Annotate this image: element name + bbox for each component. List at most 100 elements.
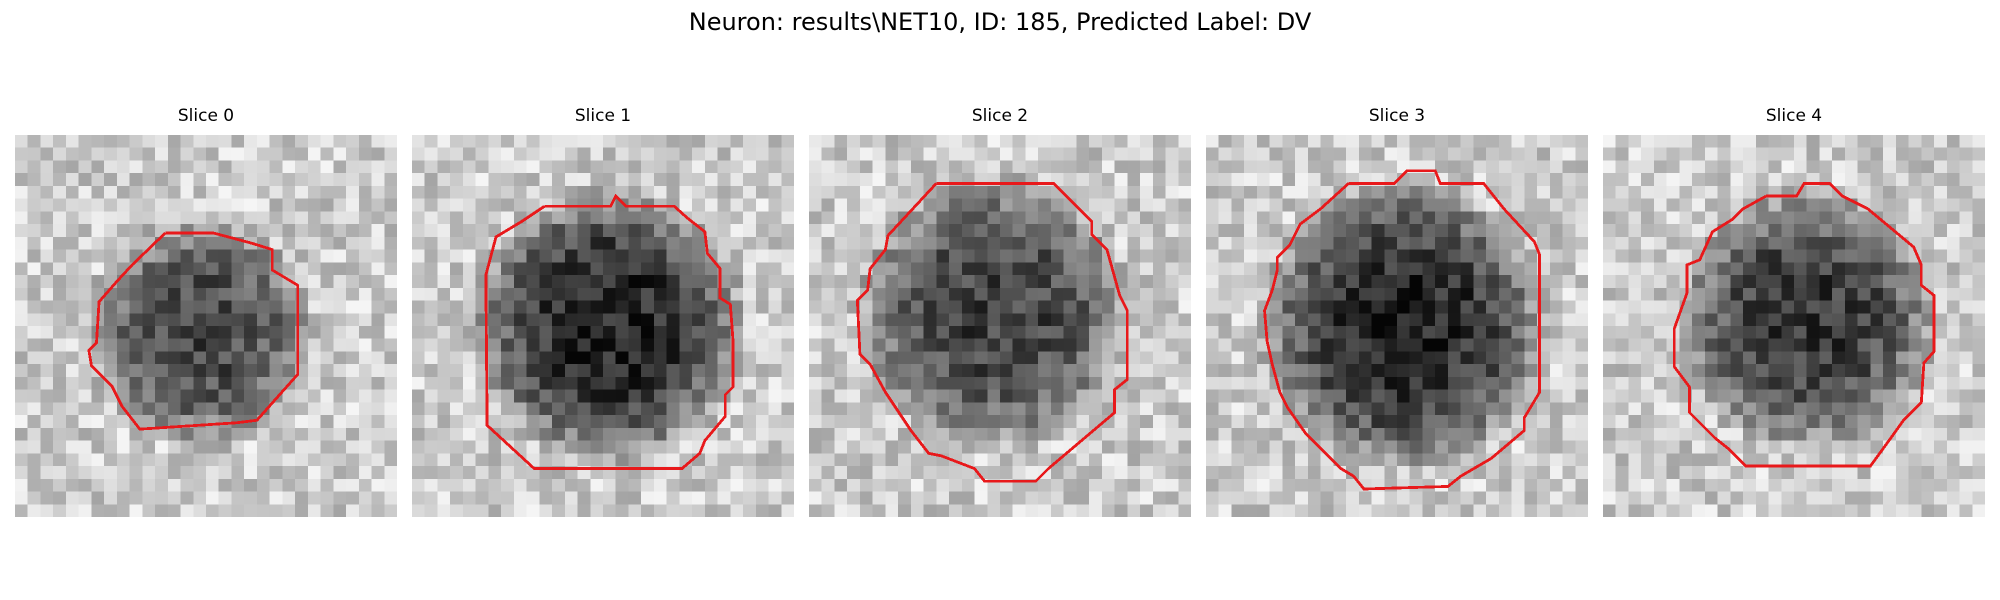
image-pixel	[910, 415, 924, 429]
image-pixel	[1384, 326, 1398, 339]
image-pixel	[412, 236, 425, 250]
image-pixel	[1498, 287, 1512, 301]
image-pixel	[282, 364, 296, 378]
image-pixel	[1603, 351, 1616, 365]
image-pixel	[1781, 300, 1795, 314]
image-pixel	[1959, 504, 1973, 517]
image-pixel	[1231, 249, 1245, 263]
image-pixel	[450, 275, 464, 289]
image-pixel	[1730, 313, 1744, 327]
image-pixel	[1025, 351, 1039, 365]
image-pixel	[65, 326, 79, 339]
image-pixel	[1972, 135, 1985, 148]
image-pixel	[590, 440, 604, 454]
image-pixel	[1794, 147, 1807, 161]
image-pixel	[768, 453, 782, 467]
image-pixel	[1549, 249, 1563, 263]
image-pixel	[1562, 376, 1576, 390]
image-pixel	[412, 224, 425, 238]
image-pixel	[641, 173, 655, 187]
image-pixel	[809, 364, 822, 378]
image-pixel	[1371, 198, 1385, 212]
image-pixel	[847, 440, 861, 454]
image-pixel	[526, 440, 540, 454]
image-pixel	[1486, 364, 1500, 378]
image-pixel	[1333, 402, 1347, 416]
image-pixel	[1178, 275, 1191, 289]
image-pixel	[78, 236, 92, 250]
image-pixel	[1870, 275, 1884, 289]
image-pixel	[371, 147, 385, 161]
image-pixel	[180, 351, 194, 365]
image-pixel	[1806, 440, 1820, 454]
image-pixel	[1486, 300, 1500, 314]
image-pixel	[885, 415, 899, 429]
image-pixel	[1730, 440, 1744, 454]
image-pixel	[1575, 249, 1588, 263]
image-pixel	[180, 453, 194, 467]
image-pixel	[859, 402, 873, 416]
image-pixel	[1781, 262, 1795, 276]
image-pixel	[1409, 275, 1423, 289]
image-pixel	[346, 415, 360, 429]
image-pixel	[1358, 389, 1372, 403]
image-pixel	[1320, 491, 1334, 505]
image-pixel	[809, 300, 822, 314]
image-pixel	[1704, 389, 1718, 403]
image-pixel	[65, 198, 79, 212]
image-pixel	[320, 478, 334, 492]
image-pixel	[155, 211, 169, 225]
image-pixel	[346, 402, 360, 416]
image-pixel	[1768, 427, 1782, 441]
image-pixel	[462, 275, 476, 289]
image-pixel	[590, 491, 604, 505]
image-pixel	[1307, 504, 1321, 517]
image-pixel	[743, 135, 757, 148]
image-pixel	[167, 211, 181, 225]
image-pixel	[1883, 427, 1897, 441]
image-pixel	[1114, 249, 1128, 263]
image-pixel	[1206, 478, 1219, 492]
image-pixel	[834, 376, 848, 390]
image-pixel	[1460, 427, 1474, 441]
image-pixel	[1012, 351, 1026, 365]
image-pixel	[1524, 135, 1538, 148]
image-pixel	[1025, 287, 1039, 301]
image-pixel	[1089, 173, 1103, 187]
image-pixel	[1486, 351, 1500, 365]
image-pixel	[552, 313, 566, 327]
image-pixel	[295, 376, 309, 390]
image-pixel	[1679, 249, 1693, 263]
image-pixel	[539, 236, 553, 250]
image-pixel	[91, 389, 105, 403]
image-pixel	[781, 262, 794, 276]
image-pixel	[282, 262, 296, 276]
image-pixel	[167, 313, 181, 327]
image-pixel	[1282, 364, 1296, 378]
image-pixel	[27, 287, 41, 301]
image-pixel	[155, 376, 169, 390]
image-pixel	[1384, 427, 1398, 441]
image-pixel	[1409, 313, 1423, 327]
image-pixel	[231, 491, 245, 505]
image-pixel	[412, 402, 425, 416]
image-pixel	[834, 338, 848, 352]
image-pixel	[1256, 160, 1270, 174]
image-pixel	[142, 440, 156, 454]
image-pixel	[1628, 275, 1642, 289]
image-pixel	[847, 389, 861, 403]
image-pixel	[1320, 173, 1334, 187]
image-pixel	[1460, 262, 1474, 276]
image-pixel	[462, 389, 476, 403]
image-pixel	[1895, 287, 1909, 301]
image-pixel	[1857, 466, 1871, 480]
image-pixel	[1972, 198, 1985, 212]
image-pixel	[1165, 300, 1179, 314]
image-pixel	[78, 389, 92, 403]
image-pixel	[1819, 287, 1833, 301]
image-pixel	[1422, 338, 1436, 352]
image-pixel	[1152, 440, 1166, 454]
image-pixel	[15, 402, 28, 416]
image-pixel	[603, 287, 616, 301]
image-pixel	[1781, 504, 1795, 517]
